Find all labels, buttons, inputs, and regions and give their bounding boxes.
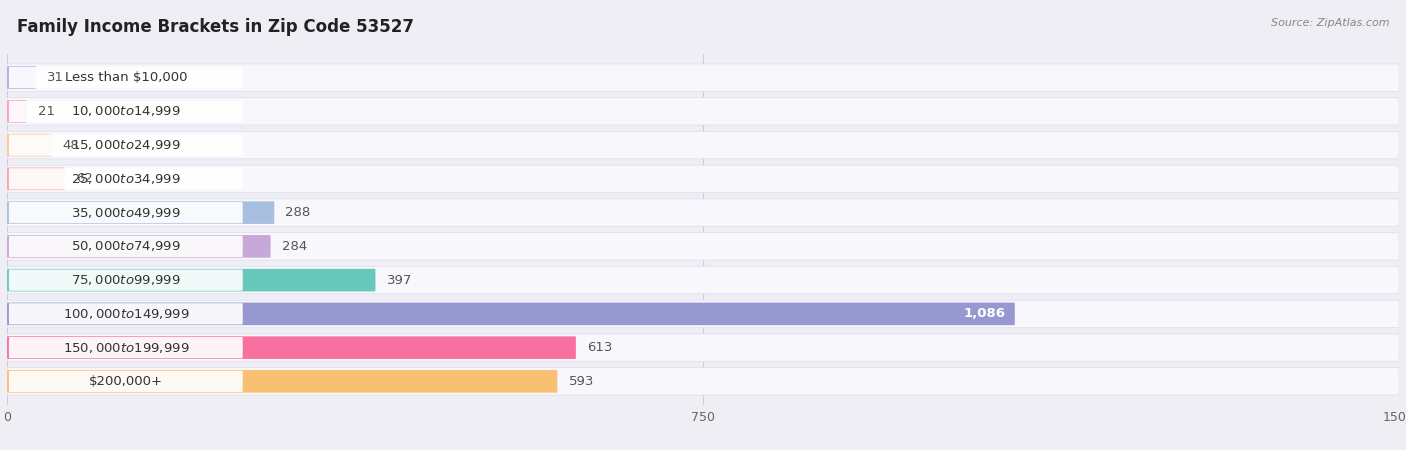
FancyBboxPatch shape bbox=[8, 270, 243, 291]
Text: 288: 288 bbox=[285, 206, 311, 219]
Text: 62: 62 bbox=[76, 172, 93, 185]
FancyBboxPatch shape bbox=[8, 168, 243, 189]
FancyBboxPatch shape bbox=[7, 131, 1399, 159]
Text: $15,000 to $24,999: $15,000 to $24,999 bbox=[70, 138, 180, 152]
FancyBboxPatch shape bbox=[7, 235, 270, 258]
Text: $10,000 to $14,999: $10,000 to $14,999 bbox=[70, 104, 180, 118]
Text: 397: 397 bbox=[387, 274, 412, 287]
Text: $25,000 to $34,999: $25,000 to $34,999 bbox=[70, 172, 180, 186]
FancyBboxPatch shape bbox=[7, 302, 1015, 325]
FancyBboxPatch shape bbox=[7, 233, 1399, 260]
Text: $75,000 to $99,999: $75,000 to $99,999 bbox=[70, 273, 180, 287]
FancyBboxPatch shape bbox=[7, 66, 35, 89]
FancyBboxPatch shape bbox=[7, 98, 1399, 125]
Text: $150,000 to $199,999: $150,000 to $199,999 bbox=[62, 341, 188, 355]
FancyBboxPatch shape bbox=[7, 368, 1399, 395]
FancyBboxPatch shape bbox=[7, 201, 274, 224]
FancyBboxPatch shape bbox=[7, 167, 65, 190]
FancyBboxPatch shape bbox=[7, 336, 576, 359]
FancyBboxPatch shape bbox=[7, 165, 1399, 193]
Text: $100,000 to $149,999: $100,000 to $149,999 bbox=[62, 307, 188, 321]
Text: 1,086: 1,086 bbox=[963, 307, 1005, 320]
FancyBboxPatch shape bbox=[8, 371, 243, 392]
Text: Less than $10,000: Less than $10,000 bbox=[65, 71, 187, 84]
Text: 593: 593 bbox=[568, 375, 593, 388]
FancyBboxPatch shape bbox=[7, 300, 1399, 328]
Text: 31: 31 bbox=[46, 71, 63, 84]
FancyBboxPatch shape bbox=[7, 334, 1399, 361]
FancyBboxPatch shape bbox=[8, 236, 243, 257]
FancyBboxPatch shape bbox=[8, 101, 243, 122]
Text: Family Income Brackets in Zip Code 53527: Family Income Brackets in Zip Code 53527 bbox=[17, 18, 413, 36]
FancyBboxPatch shape bbox=[8, 135, 243, 156]
FancyBboxPatch shape bbox=[7, 64, 1399, 91]
Text: Source: ZipAtlas.com: Source: ZipAtlas.com bbox=[1271, 18, 1389, 28]
Text: $50,000 to $74,999: $50,000 to $74,999 bbox=[70, 239, 180, 253]
Text: $200,000+: $200,000+ bbox=[89, 375, 163, 388]
Text: 48: 48 bbox=[63, 139, 80, 152]
FancyBboxPatch shape bbox=[8, 202, 243, 223]
FancyBboxPatch shape bbox=[7, 266, 1399, 294]
FancyBboxPatch shape bbox=[7, 370, 557, 393]
Text: 284: 284 bbox=[281, 240, 307, 253]
FancyBboxPatch shape bbox=[8, 67, 243, 88]
FancyBboxPatch shape bbox=[7, 134, 52, 157]
FancyBboxPatch shape bbox=[8, 337, 243, 358]
FancyBboxPatch shape bbox=[7, 269, 375, 292]
FancyBboxPatch shape bbox=[7, 199, 1399, 226]
Text: 21: 21 bbox=[38, 105, 55, 118]
Text: $35,000 to $49,999: $35,000 to $49,999 bbox=[70, 206, 180, 220]
FancyBboxPatch shape bbox=[7, 100, 27, 123]
FancyBboxPatch shape bbox=[8, 303, 243, 324]
Text: 613: 613 bbox=[588, 341, 613, 354]
